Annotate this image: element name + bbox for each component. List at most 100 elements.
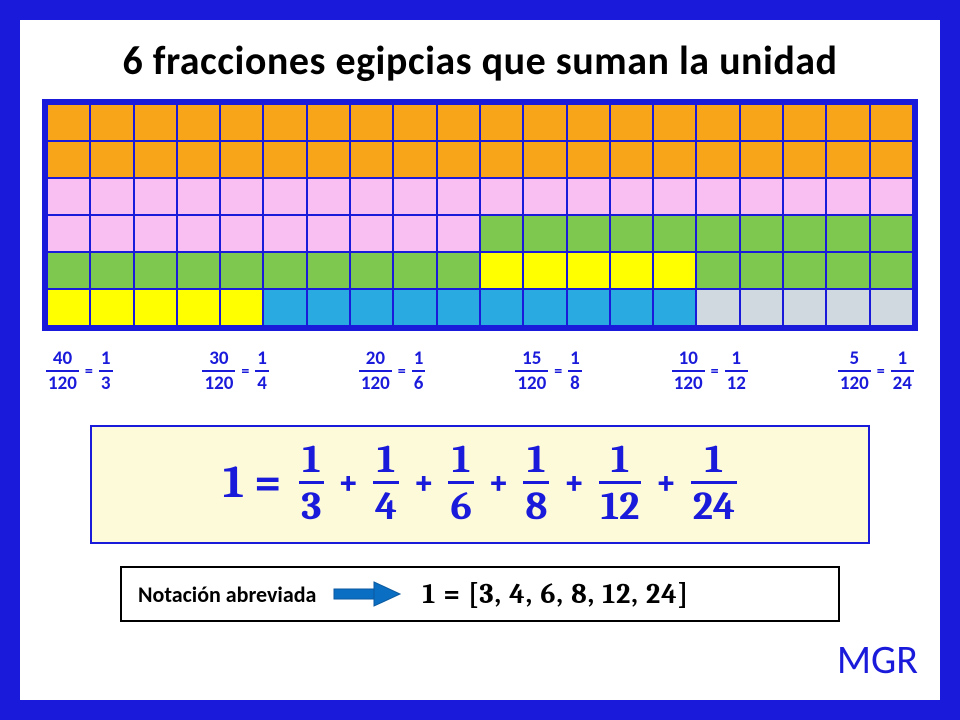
grid-cell	[263, 289, 306, 326]
grid-cell	[783, 178, 826, 215]
grid-cell	[567, 215, 610, 252]
equation: 15120=18	[515, 349, 582, 393]
fraction: 18	[568, 349, 582, 393]
grid-cell	[653, 178, 696, 215]
grid-cell	[826, 252, 869, 289]
sum-lhs: 1 =	[223, 456, 281, 509]
grid-cell	[47, 178, 90, 215]
fraction: 14	[373, 439, 399, 526]
equals-sign: =	[241, 362, 249, 381]
grid-cell	[783, 141, 826, 178]
equals-sign: =	[877, 362, 885, 381]
fraction-grid	[42, 99, 918, 331]
grid-row	[47, 252, 913, 289]
grid-cell	[740, 215, 783, 252]
fraction: 16	[448, 439, 474, 526]
plus-sign: +	[488, 462, 509, 503]
grid-cell	[653, 141, 696, 178]
equals-sign: =	[398, 362, 406, 381]
grid-cell	[783, 252, 826, 289]
grid-cell	[393, 215, 436, 252]
grid-cell	[826, 289, 869, 326]
grid-cell	[437, 141, 480, 178]
grid-cell	[610, 289, 653, 326]
grid-cell	[696, 215, 739, 252]
grid-cell	[350, 141, 393, 178]
grid-cell	[437, 178, 480, 215]
grid-cell	[307, 215, 350, 252]
grid-cell	[134, 215, 177, 252]
fraction: 112	[599, 439, 642, 526]
equation: 20120=16	[359, 349, 426, 393]
grid-cell	[90, 104, 133, 141]
grid-cell	[177, 178, 220, 215]
grid-row	[47, 215, 913, 252]
grid-cell	[870, 178, 913, 215]
grid-cell	[393, 289, 436, 326]
grid-cell	[783, 104, 826, 141]
fraction: 112	[725, 349, 748, 393]
grid-cell	[350, 289, 393, 326]
grid-cell	[263, 104, 306, 141]
grid-cell	[177, 289, 220, 326]
arrow-icon	[332, 580, 402, 608]
grid-cell	[134, 141, 177, 178]
grid-cell	[220, 215, 263, 252]
grid-cell	[696, 289, 739, 326]
equation-row: 40120=1330120=1420120=1615120=1810120=11…	[46, 349, 914, 393]
grid-cell	[47, 289, 90, 326]
grid-cell	[480, 178, 523, 215]
equals-sign: =	[554, 362, 562, 381]
grid-cell	[90, 215, 133, 252]
grid-cell	[567, 141, 610, 178]
grid-cell	[437, 252, 480, 289]
grid-cell	[90, 289, 133, 326]
fraction: 124	[891, 349, 914, 393]
grid-cell	[90, 252, 133, 289]
grid-cell	[523, 141, 566, 178]
grid-cell	[480, 252, 523, 289]
grid-cell	[567, 104, 610, 141]
grid-cell	[263, 215, 306, 252]
grid-cell	[350, 104, 393, 141]
grid-cell	[870, 252, 913, 289]
grid-cell	[220, 141, 263, 178]
equals-sign: =	[85, 362, 93, 381]
fraction: 40120	[46, 349, 79, 393]
notation-label: Notación abreviada	[138, 581, 316, 608]
grid-cell	[480, 104, 523, 141]
grid-cell	[523, 252, 566, 289]
grid-row	[47, 178, 913, 215]
fraction: 124	[691, 439, 737, 526]
grid-cell	[523, 289, 566, 326]
grid-cell	[523, 178, 566, 215]
plus-sign: +	[563, 462, 584, 503]
grid-cell	[307, 141, 350, 178]
grid-cell	[523, 215, 566, 252]
grid-cell	[696, 104, 739, 141]
grid-cell	[307, 289, 350, 326]
grid-cell	[177, 252, 220, 289]
grid-cell	[134, 252, 177, 289]
grid-cell	[307, 178, 350, 215]
grid-cell	[567, 178, 610, 215]
grid-cell	[177, 141, 220, 178]
signature: MGR	[837, 635, 918, 684]
fraction: 5120	[838, 349, 871, 393]
grid-cell	[350, 252, 393, 289]
grid-cell	[696, 178, 739, 215]
grid-cell	[826, 215, 869, 252]
grid-cell	[393, 141, 436, 178]
grid-cell	[480, 289, 523, 326]
equation: 10120=112	[672, 349, 748, 393]
grid-cell	[393, 178, 436, 215]
grid-cell	[826, 141, 869, 178]
grid-cell	[437, 215, 480, 252]
grid-cell	[567, 252, 610, 289]
grid-row	[47, 141, 913, 178]
grid-cell	[653, 289, 696, 326]
grid-cell	[220, 104, 263, 141]
grid-cell	[740, 104, 783, 141]
grid-cell	[220, 289, 263, 326]
page-title: 6 fracciones egipcias que suman la unida…	[42, 36, 918, 85]
